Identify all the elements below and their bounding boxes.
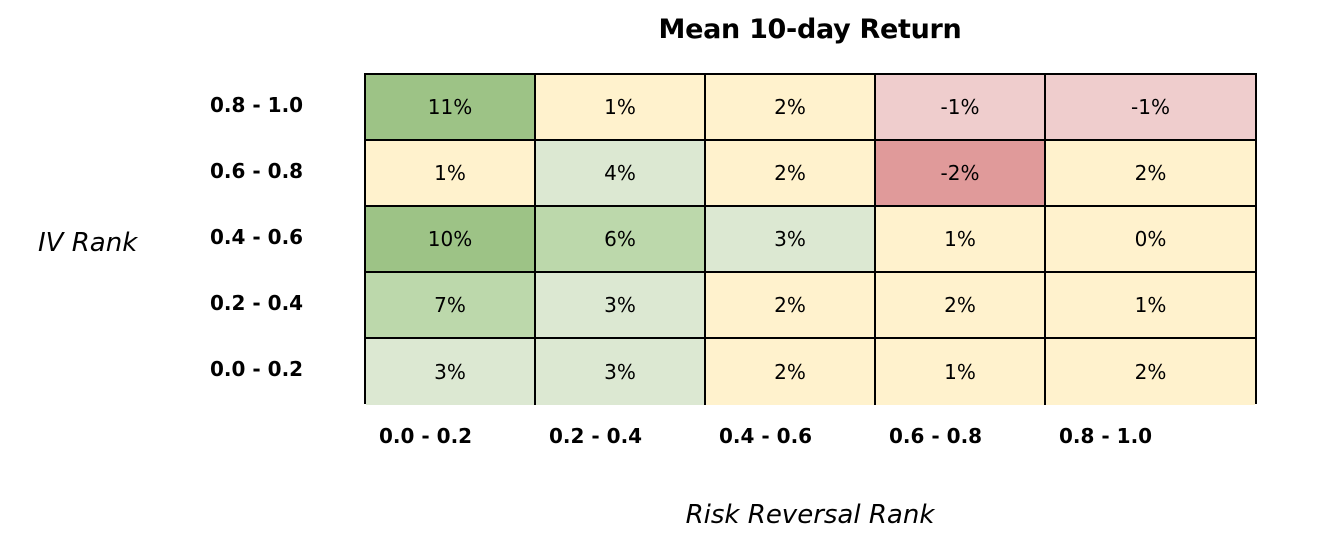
x-axis-label: Risk Reversal Rank [685, 500, 935, 530]
heatmap-cell: -2% [876, 141, 1046, 207]
heatmap-cell: 2% [1046, 141, 1255, 207]
heatmap-cell: 4% [536, 141, 706, 207]
heatmap-cell: 0% [1046, 207, 1255, 273]
heatmap-grid: 11% 1% 2% -1% -1% 1% 4% 2% -2% 2% 10% 6% 3% 1% 0% 7% 3% 2… [364, 73, 1257, 405]
heatmap-cell: 3% [366, 339, 536, 405]
y-tick-label: 0.4 - 0.6 [210, 225, 304, 249]
heatmap-cell: 3% [706, 207, 876, 273]
heatmap-cell: 1% [1046, 273, 1255, 339]
heatmap-cell: -1% [876, 75, 1046, 141]
heatmap-cell: 2% [706, 273, 876, 339]
y-tick-label: 0.2 - 0.4 [210, 291, 304, 315]
heatmap-cell: 1% [876, 207, 1046, 273]
x-tick-label: 0.6 - 0.8 [889, 424, 983, 448]
heatmap-cell: 1% [366, 141, 536, 207]
y-tick-label: 0.0 - 0.2 [210, 357, 304, 381]
x-tick-label: 0.8 - 1.0 [1059, 424, 1153, 448]
heatmap-cell: 1% [876, 339, 1046, 405]
heatmap-cell: 2% [706, 75, 876, 141]
y-tick-label: 0.8 - 1.0 [210, 93, 304, 117]
heatmap-cell: 2% [1046, 339, 1255, 405]
x-tick-label: 0.4 - 0.6 [719, 424, 813, 448]
y-axis-label: IV Rank [38, 228, 138, 258]
x-tick-label: 0.0 - 0.2 [379, 424, 473, 448]
heatmap-cell: -1% [1046, 75, 1255, 141]
chart-title: Mean 10-day Return [658, 14, 962, 45]
x-tick-label: 0.2 - 0.4 [549, 424, 643, 448]
heatmap-cell: 2% [706, 141, 876, 207]
heatmap-cell: 2% [706, 339, 876, 405]
y-tick-label: 0.6 - 0.8 [210, 159, 304, 183]
heatmap-cell: 3% [536, 339, 706, 405]
heatmap-cell: 11% [366, 75, 536, 141]
heatmap-cell: 1% [536, 75, 706, 141]
heatmap-cell: 2% [876, 273, 1046, 339]
heatmap-cell: 7% [366, 273, 536, 339]
heatmap-cell: 10% [366, 207, 536, 273]
heatmap-cell: 6% [536, 207, 706, 273]
heatmap-cell: 3% [536, 273, 706, 339]
